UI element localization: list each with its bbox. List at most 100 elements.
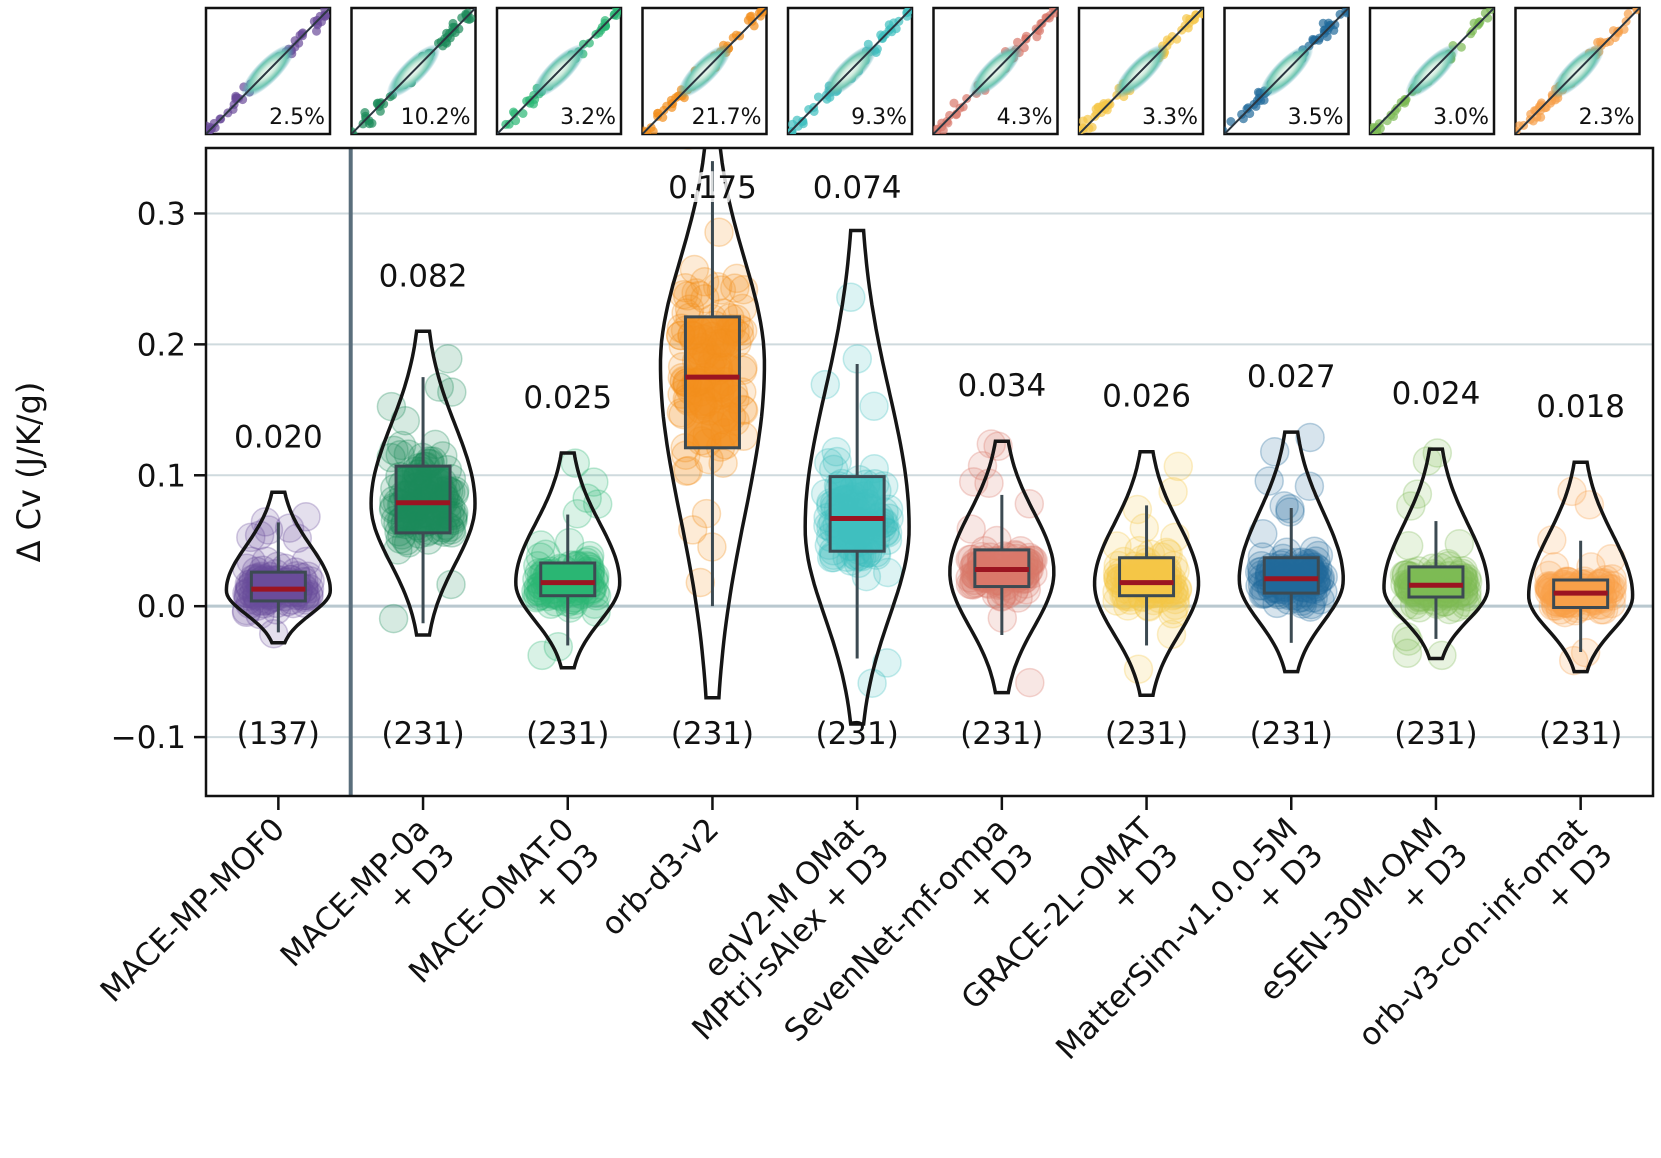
data-point (1157, 599, 1188, 629)
inset-point (1466, 29, 1476, 39)
count-label: (231) (1539, 716, 1622, 752)
count-label: (231) (526, 716, 609, 752)
mae-label: 0.020 (234, 419, 323, 455)
inset-diagonal (497, 8, 621, 134)
data-point (1129, 513, 1160, 543)
violin (224, 490, 333, 645)
data-point (681, 278, 711, 308)
y-tick-label: 0.1 (137, 458, 186, 494)
data-point (720, 273, 750, 303)
inset-point (312, 26, 321, 36)
mae-label: 0.026 (1102, 379, 1191, 415)
inset-point (646, 123, 656, 133)
data-point (967, 451, 998, 481)
parity-inset: 3.2% (495, 6, 623, 136)
count-label: (231) (815, 716, 898, 752)
inset-content (206, 8, 330, 134)
inset-content (1079, 8, 1203, 134)
inset-point (1535, 106, 1545, 116)
inset-content (642, 8, 767, 134)
data-point (872, 648, 902, 678)
inset-diagonal (351, 8, 476, 134)
box (1262, 556, 1320, 595)
inset-diagonal (788, 8, 912, 134)
data-point (672, 281, 703, 311)
violin (1526, 460, 1635, 674)
model-group (1382, 438, 1490, 671)
data-point (679, 254, 710, 285)
inset-content (788, 8, 912, 134)
inset-percent: 3.2% (560, 105, 616, 130)
model-group (224, 490, 333, 649)
data-point (378, 603, 409, 634)
y-tick-label: 0.2 (137, 327, 186, 363)
data-point (1295, 422, 1325, 453)
inset-diagonal (1224, 8, 1349, 134)
inset-diagonal (1515, 8, 1640, 134)
inset-percent: 10.2% (401, 105, 471, 130)
inset-point (1079, 116, 1088, 126)
model-group (658, 148, 767, 700)
data-point (1392, 638, 1423, 669)
inset-point (529, 99, 538, 109)
inset-content (1515, 8, 1640, 134)
inset-point (884, 20, 894, 30)
x-tick-label-line: MatterSim-v1.0.0-5M (1049, 811, 1305, 1067)
parity-inset: 3.3% (1077, 6, 1205, 136)
data-point (1269, 491, 1299, 521)
count-label: (231) (671, 716, 754, 752)
inset-diagonal (1370, 8, 1494, 134)
data-point (258, 618, 289, 649)
inset-percent: 2.3% (1579, 105, 1635, 130)
inset-point (949, 98, 959, 108)
inset-point (1182, 14, 1191, 23)
count-label: (231) (1394, 716, 1477, 752)
inset-point (1092, 109, 1102, 119)
parity-inset: 4.3% (932, 6, 1059, 136)
data-point (562, 499, 593, 529)
inset-point (1335, 9, 1345, 19)
data-point (582, 489, 613, 519)
count-label: (231) (381, 716, 464, 752)
box (828, 475, 886, 553)
box (249, 570, 307, 603)
inset-diagonal (933, 8, 1058, 134)
model-group (803, 228, 911, 726)
inset-percent: 3.3% (1142, 105, 1198, 130)
inset-point (1389, 112, 1398, 121)
inset-content (1224, 8, 1349, 134)
annotations: 0.020 (137) 0.082 (231) 0.025 (231) 0.175 (231)… (230, 166, 1629, 752)
data-point (851, 561, 882, 592)
violin (948, 439, 1056, 695)
model-group (948, 429, 1056, 698)
inset-point (1093, 102, 1103, 112)
data-point (291, 502, 321, 532)
violin (1237, 430, 1345, 674)
inset-diagonal (1079, 8, 1203, 134)
inset-point (743, 15, 753, 25)
parity-inset: 9.3% (786, 6, 914, 136)
parity-inset: 2.5% (204, 6, 332, 136)
inset-point (798, 116, 808, 126)
x-tick-label-line: orb-d3-v2 (594, 811, 726, 943)
model-group (1526, 460, 1635, 676)
inset-point (290, 36, 300, 46)
inset-percent: 9.3% (851, 105, 907, 130)
inset-diagonal (206, 8, 330, 134)
inset-point (1456, 42, 1466, 52)
mae-label: 0.082 (379, 258, 468, 294)
inset-percent: 21.7% (692, 105, 762, 130)
data-point (821, 437, 851, 467)
inset-content (1370, 8, 1494, 134)
x-tick-label: MACE-MP-MOF0 (94, 811, 292, 1009)
parity-inset: 2.3% (1514, 6, 1641, 136)
data-point (231, 595, 262, 626)
inset-point (962, 94, 972, 103)
violin (803, 228, 911, 726)
y-tick-label: 0.3 (137, 196, 186, 232)
inset-point (1226, 117, 1236, 126)
data-point (702, 272, 733, 302)
count-label: (231) (960, 716, 1043, 752)
inset-content (497, 8, 621, 134)
